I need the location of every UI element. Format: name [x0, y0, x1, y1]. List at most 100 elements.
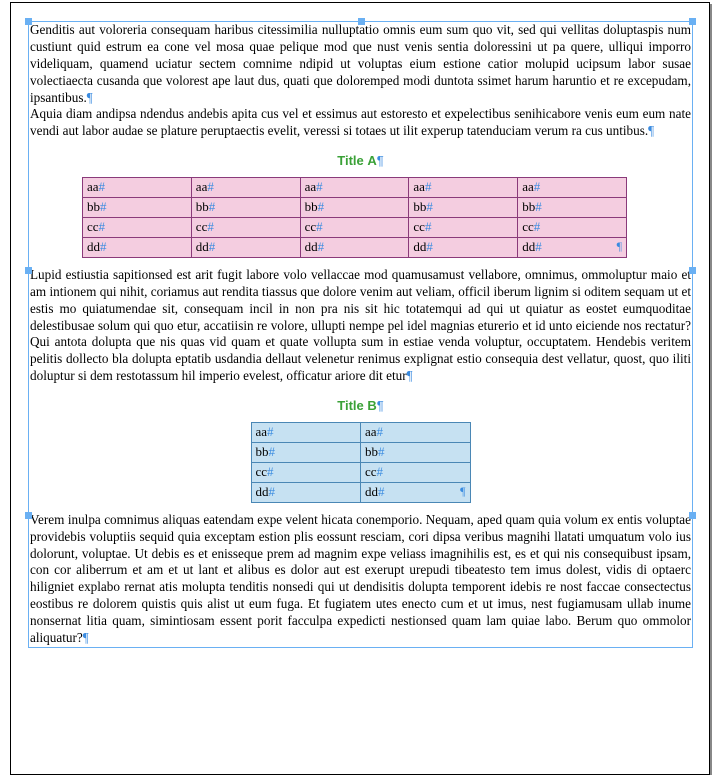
table-row[interactable]: cc#cc#	[251, 462, 470, 482]
table-cell[interactable]: cc#	[300, 217, 409, 237]
table-cell[interactable]: dd#	[83, 237, 192, 257]
table-cell[interactable]: aa#	[251, 422, 361, 442]
cell-text: cc	[305, 219, 317, 234]
text-frame[interactable]: Genditis aut voloreria consequam haribus…	[28, 21, 693, 648]
table-cell[interactable]: cc#	[191, 217, 300, 237]
table-b[interactable]: aa#aa#bb#bb#cc#cc#dd#dd# ¶	[251, 422, 471, 503]
cell-text: bb	[87, 199, 100, 214]
cell-end-icon: #	[426, 199, 433, 214]
table-row[interactable]: aa#aa#aa#aa#aa#	[83, 177, 627, 197]
table-cell[interactable]: bb#	[361, 442, 471, 462]
table-end-icon: ¶	[460, 484, 465, 499]
pilcrow-icon: ¶	[83, 630, 89, 645]
table-a[interactable]: aa#aa#aa#aa#aa#bb#bb#bb#bb#bb#cc#cc#cc#c…	[82, 177, 627, 258]
table-cell[interactable]: cc#	[361, 462, 471, 482]
cell-end-icon: #	[267, 424, 274, 439]
frame-handle-tr[interactable]	[689, 18, 696, 25]
table-cell[interactable]: bb#	[83, 197, 192, 217]
table-cell[interactable]: bb#	[251, 442, 361, 462]
cell-end-icon: #	[425, 219, 432, 234]
cell-end-icon: #	[377, 464, 384, 479]
page-pasteboard: Genditis aut voloreria consequam haribus…	[10, 2, 710, 775]
table-cell[interactable]: aa#	[409, 177, 518, 197]
cell-text: cc	[87, 219, 99, 234]
cell-text: bb	[256, 444, 269, 459]
table-cell[interactable]: aa#	[83, 177, 192, 197]
paragraph-4[interactable]: Verem inulpa comnimus aliquas eatendam e…	[30, 512, 691, 647]
table-cell[interactable]: dd#	[300, 237, 409, 257]
cell-end-icon: #	[100, 199, 107, 214]
frame-handle-mr[interactable]	[689, 267, 696, 274]
cell-text: aa	[522, 179, 534, 194]
title-a[interactable]: Title A¶	[30, 153, 691, 170]
paragraph-1[interactable]: Genditis aut voloreria consequam haribus…	[30, 22, 691, 106]
table-cell[interactable]: dd# ¶	[361, 482, 471, 502]
cell-text: cc	[413, 219, 425, 234]
table-row[interactable]: bb#bb#bb#bb#bb#	[83, 197, 627, 217]
table-cell[interactable]: cc#	[409, 217, 518, 237]
cell-end-icon: #	[99, 219, 106, 234]
table-cell[interactable]: cc#	[251, 462, 361, 482]
table-row[interactable]: cc#cc#cc#cc#cc#	[83, 217, 627, 237]
table-end-icon: ¶	[617, 239, 622, 254]
cell-text: dd	[196, 239, 209, 254]
cell-text: bb	[305, 199, 318, 214]
frame-handle-tl[interactable]	[25, 18, 32, 25]
frame-handle-mr2[interactable]	[689, 512, 696, 519]
cell-end-icon: #	[535, 239, 542, 254]
title-b-text: Title B	[337, 398, 377, 413]
table-cell[interactable]: aa#	[191, 177, 300, 197]
cell-end-icon: #	[316, 179, 323, 194]
cell-text: aa	[256, 424, 268, 439]
table-cell[interactable]: dd#	[251, 482, 361, 502]
cell-end-icon: #	[269, 444, 276, 459]
cell-text: dd	[305, 239, 318, 254]
table-cell[interactable]: cc#	[518, 217, 627, 237]
cell-text: dd	[522, 239, 535, 254]
table-cell[interactable]: aa#	[361, 422, 471, 442]
paragraph-2[interactable]: Aquia diam andipsa ndendus andebis apita…	[30, 106, 691, 140]
cell-end-icon: #	[207, 179, 214, 194]
cell-text: aa	[196, 179, 208, 194]
table-cell[interactable]: bb#	[300, 197, 409, 217]
table-cell[interactable]: aa#	[518, 177, 627, 197]
cell-end-icon: #	[207, 219, 214, 234]
table-row[interactable]: dd#dd#dd#dd#dd# ¶	[83, 237, 627, 257]
story-content[interactable]: Genditis aut voloreria consequam haribus…	[29, 22, 692, 647]
table-cell[interactable]: dd# ¶	[518, 237, 627, 257]
cell-end-icon: #	[269, 484, 276, 499]
cell-text: cc	[256, 464, 268, 479]
title-a-text: Title A	[337, 153, 377, 168]
cell-end-icon: #	[209, 239, 216, 254]
frame-handle-tc[interactable]	[358, 18, 365, 25]
cell-text: bb	[522, 199, 535, 214]
table-cell[interactable]: dd#	[409, 237, 518, 257]
cell-end-icon: #	[378, 484, 385, 499]
cell-text: bb	[413, 199, 426, 214]
cell-end-icon: #	[267, 464, 274, 479]
paragraph-3[interactable]: Lupid estiustia sapitionsed est arit fug…	[30, 267, 691, 385]
title-b[interactable]: Title B¶	[30, 398, 691, 415]
table-row[interactable]: aa#aa#	[251, 422, 470, 442]
pilcrow-icon: ¶	[87, 90, 93, 105]
cell-text: aa	[413, 179, 425, 194]
frame-handle-ml2[interactable]	[25, 512, 32, 519]
table-cell[interactable]: bb#	[191, 197, 300, 217]
cell-end-icon: #	[318, 199, 325, 214]
table-cell[interactable]: bb#	[518, 197, 627, 217]
table-row[interactable]: bb#bb#	[251, 442, 470, 462]
table-cell[interactable]: aa#	[300, 177, 409, 197]
table-cell[interactable]: dd#	[191, 237, 300, 257]
cell-end-icon: #	[534, 179, 541, 194]
table-cell[interactable]: bb#	[409, 197, 518, 217]
frame-handle-ml[interactable]	[25, 267, 32, 274]
cell-end-icon: #	[378, 444, 385, 459]
cell-text: cc	[365, 464, 377, 479]
cell-text: bb	[365, 444, 378, 459]
table-row[interactable]: dd#dd# ¶	[251, 482, 470, 502]
cell-text: dd	[365, 484, 378, 499]
cell-text: aa	[305, 179, 317, 194]
table-cell[interactable]: cc#	[83, 217, 192, 237]
cell-end-icon: #	[100, 239, 107, 254]
cell-end-icon: #	[209, 199, 216, 214]
